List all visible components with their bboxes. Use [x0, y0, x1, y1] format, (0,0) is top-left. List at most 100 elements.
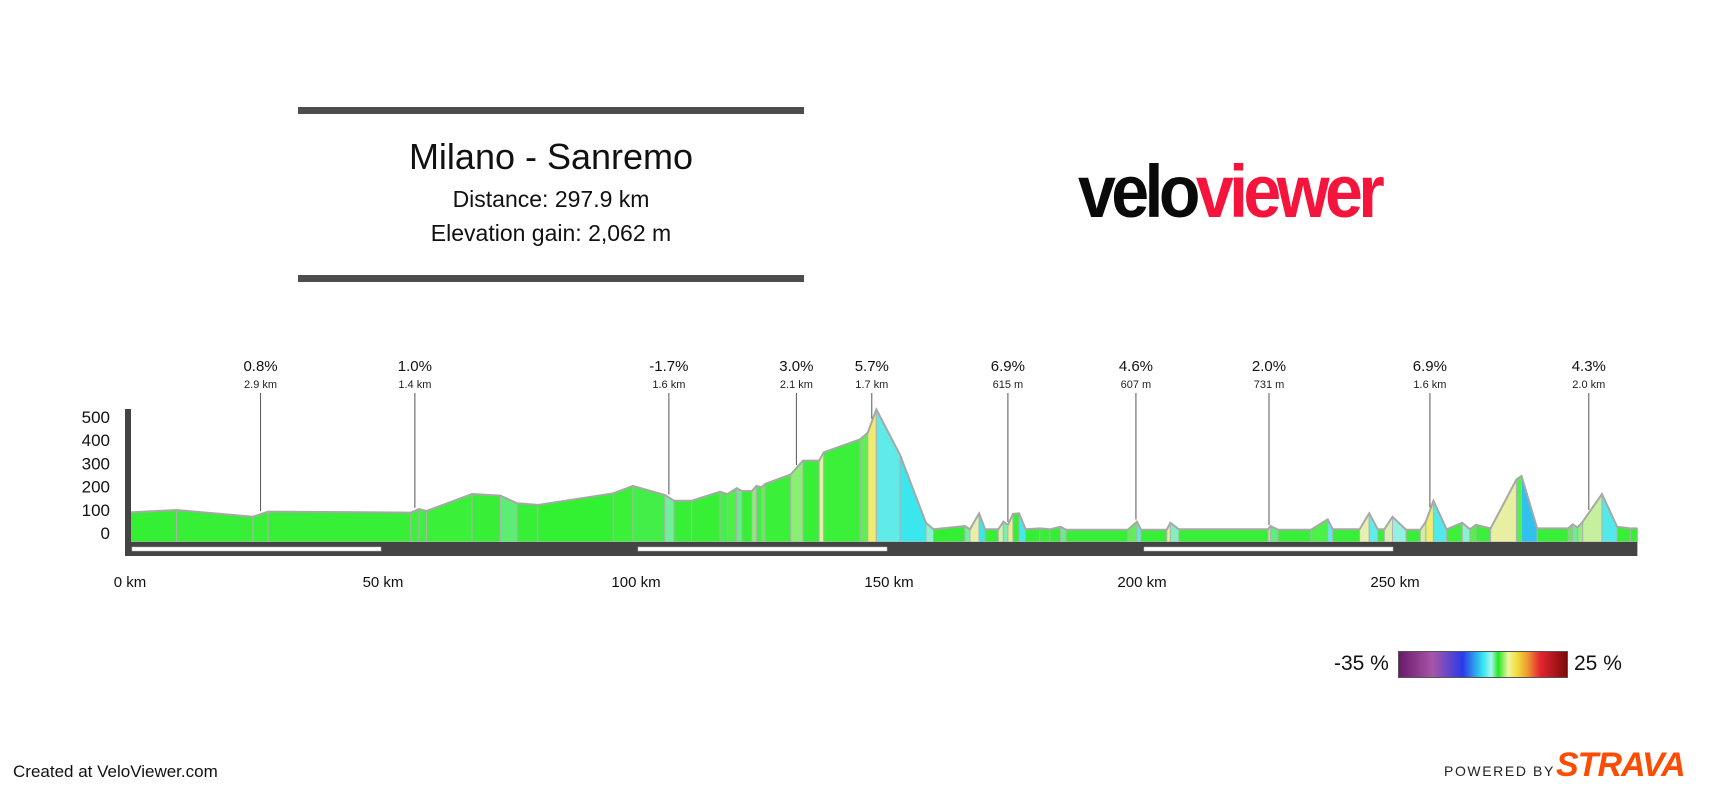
- profile-segment: [537, 492, 614, 543]
- distance-scale-stripe: [131, 546, 382, 552]
- climb-length-label: 1.6 km: [652, 379, 685, 391]
- profile-segment: [818, 452, 825, 543]
- profile-segment: [1140, 529, 1168, 543]
- climb-grade-label: 2.0%: [1252, 358, 1286, 375]
- legend-max-label: 25 %: [1574, 652, 1622, 675]
- climb-length-label: 2.1 km: [780, 379, 813, 391]
- legend-min-label: -35 %: [1334, 652, 1389, 675]
- profile-segment: [1332, 528, 1361, 543]
- profile-segment: [1039, 527, 1051, 543]
- profile-segment: [1383, 515, 1393, 543]
- profile-segment: [410, 508, 420, 543]
- climb-length-label: 607 m: [1121, 379, 1152, 391]
- climb-length-label: 731 m: [1254, 379, 1285, 391]
- profile-segment: [426, 493, 473, 543]
- profile-segment: [802, 460, 820, 543]
- y-tick-label: 400: [82, 431, 110, 450]
- strava-logo: STRAVA: [1556, 746, 1686, 784]
- y-tick-label: 0: [101, 524, 110, 543]
- profile-segment: [984, 528, 999, 543]
- climb-annotation: 4.6% 607 m: [1119, 358, 1153, 520]
- profile-segment: [859, 431, 869, 543]
- climb-annotation: 6.9% 615 m: [991, 358, 1025, 522]
- climb-annotation: 3.0% 2.1 km: [779, 358, 814, 466]
- climb-grade-label: 3.0%: [779, 358, 813, 375]
- veloviewer-logo: veloviewer: [1078, 150, 1385, 233]
- profile-segment: [1629, 527, 1638, 543]
- climb-annotation: 2.0% 731 m: [1252, 358, 1286, 525]
- profile-segment: [267, 511, 412, 543]
- profile-segment: [516, 502, 539, 543]
- profile-segment: [1377, 528, 1385, 543]
- x-tick-label: 250 km: [1370, 574, 1419, 591]
- profile-segment: [736, 487, 743, 543]
- profile-segment: [764, 473, 792, 543]
- x-tick-label: 100 km: [611, 574, 660, 591]
- y-tick-label: 300: [82, 454, 110, 473]
- logo-viewer: viewer: [1195, 150, 1385, 233]
- profile-segment: [760, 482, 766, 543]
- profile-segment: [129, 509, 178, 543]
- profile-segment: [1310, 518, 1329, 543]
- powered-by-label: POWERED BY: [1444, 763, 1555, 779]
- climb-length-label: 1.4 km: [398, 379, 431, 391]
- profile-segment: [741, 490, 753, 543]
- profile-segment: [727, 487, 738, 543]
- gradient-color-scale: [1398, 651, 1568, 678]
- profile-segment: [1536, 527, 1569, 543]
- route-title: Milano - Sanremo: [408, 136, 694, 177]
- y-tick-label: 100: [82, 501, 110, 520]
- profile-segment: [1065, 529, 1129, 543]
- route-elevation-gain: Elevation gain: 2,062 m: [430, 220, 672, 246]
- climb-annotation: 0.8% 2.9 km: [243, 358, 278, 512]
- climb-grade-label: -1.7%: [649, 358, 688, 375]
- profile-segment: [875, 409, 901, 543]
- profile-segment: [418, 508, 428, 543]
- profile-segment: [755, 485, 762, 543]
- route-distance: Distance: 297.9 km: [452, 186, 650, 212]
- profile-segment: [1391, 515, 1407, 543]
- climb-grade-label: 6.9%: [1413, 358, 1447, 375]
- climb-annotation: 4.3% 2.0 km: [1572, 358, 1606, 510]
- y-tick-label: 200: [82, 478, 110, 497]
- climb-length-label: 615 m: [993, 379, 1024, 391]
- climb-length-label: 2.0 km: [1572, 379, 1605, 391]
- climb-grade-label: 0.8%: [243, 358, 277, 375]
- distance-scale-stripe: [637, 546, 888, 552]
- climb-grade-label: 6.9%: [991, 358, 1025, 375]
- profile-segment: [1012, 512, 1020, 543]
- created-at-link[interactable]: Created at VeloViewer.com: [13, 762, 218, 781]
- header-bottom-rule: [298, 275, 804, 282]
- profile-segment: [1515, 474, 1522, 543]
- profile-segment: [1178, 528, 1269, 543]
- profile-segment: [1405, 529, 1421, 543]
- x-tick-label: 150 km: [864, 574, 913, 591]
- climb-length-label: 2.9 km: [244, 379, 277, 391]
- profile-outline: [129, 406, 1638, 531]
- profile-segment: [719, 491, 729, 543]
- profile-segment: [1277, 529, 1312, 543]
- logo-velo: velo: [1078, 150, 1200, 233]
- profile-segment: [1025, 527, 1041, 543]
- y-tick-label: 500: [82, 408, 110, 427]
- profile-segment: [664, 494, 675, 543]
- profile-segment: [899, 454, 927, 543]
- profile-segment: [612, 485, 634, 543]
- climb-grade-label: 1.0%: [398, 358, 432, 375]
- climb-grade-label: 5.7%: [855, 358, 889, 375]
- x-tick-label: 50 km: [363, 574, 404, 591]
- profile-segment: [471, 493, 501, 543]
- climb-length-label: 1.6 km: [1413, 379, 1446, 391]
- profile-segment: [673, 500, 693, 543]
- header-top-rule: [298, 107, 804, 114]
- climb-grade-label: 4.3%: [1572, 358, 1606, 375]
- climb-annotation: -1.7% 1.6 km: [649, 358, 688, 495]
- climb-grade-label: 4.6%: [1119, 358, 1153, 375]
- climb-annotation: 1.0% 1.4 km: [398, 358, 432, 508]
- profile-segment: [823, 438, 861, 543]
- climb-annotation: 5.7% 1.7 km: [855, 358, 889, 419]
- x-tick-label: 200 km: [1117, 574, 1166, 591]
- climb-length-label: 1.7 km: [855, 379, 888, 391]
- y-axis-line: [125, 409, 131, 556]
